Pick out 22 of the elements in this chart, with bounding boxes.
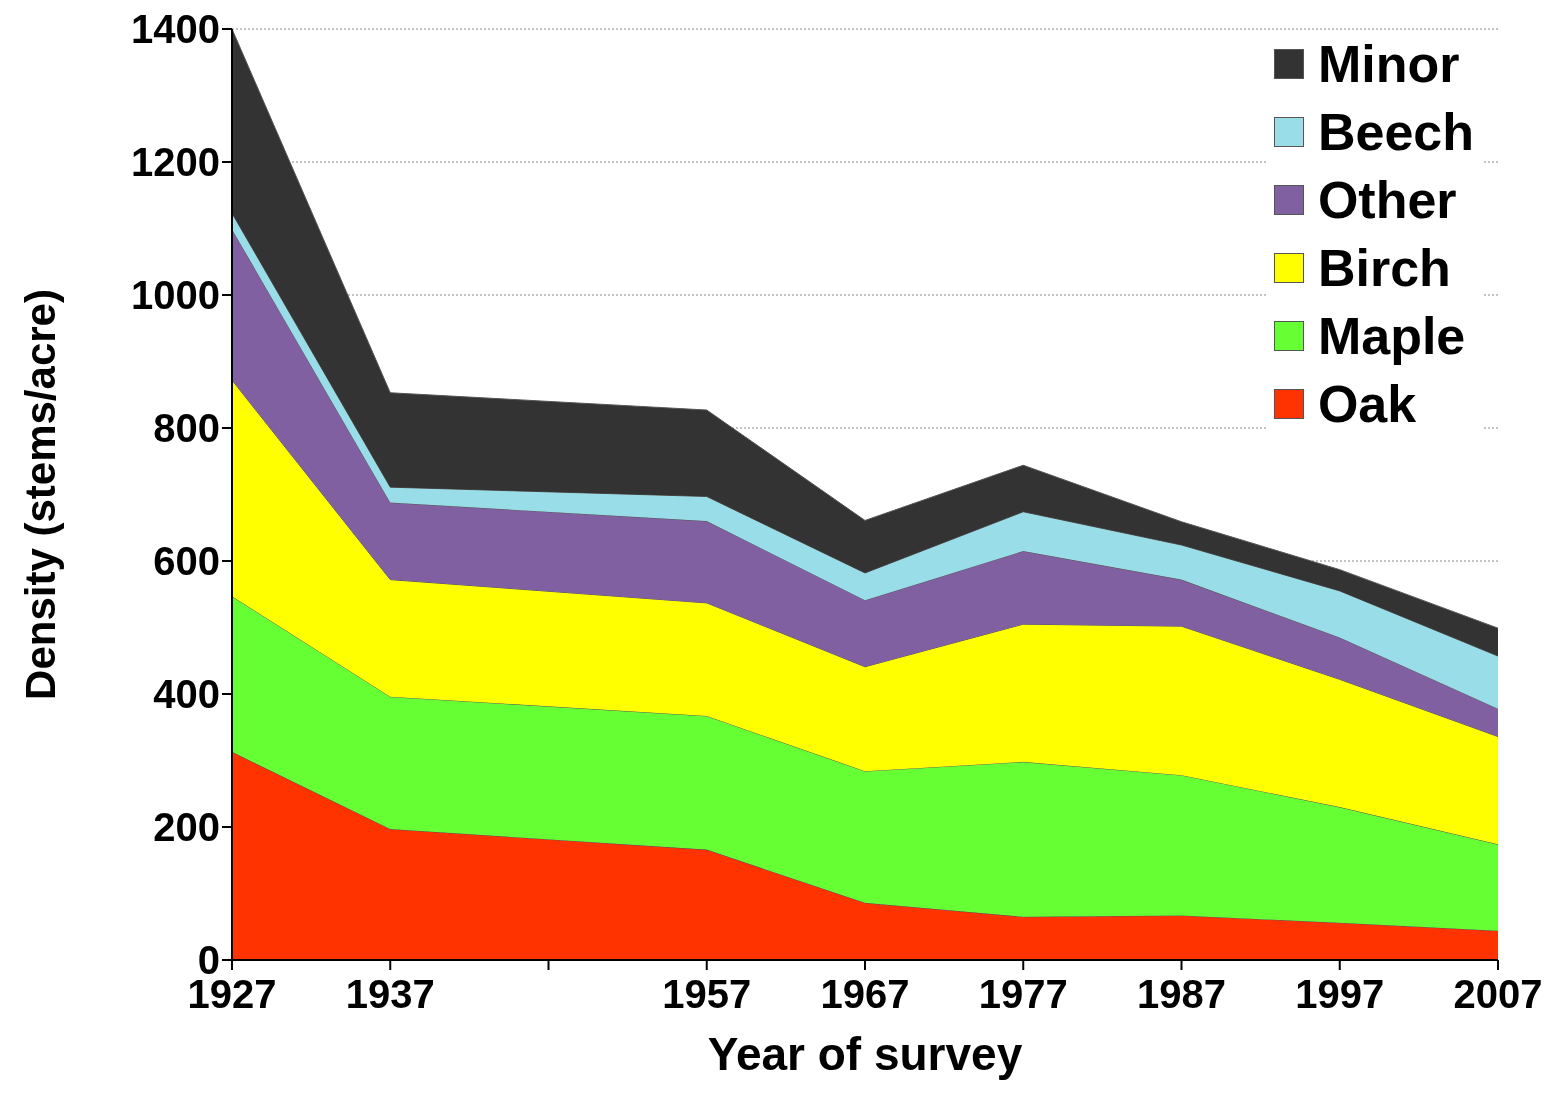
legend-label: Minor [1317,34,1460,95]
x-tick-label: 1957 [662,972,752,1017]
legend-label: Oak [1317,374,1417,435]
x-tick-label: 1967 [820,972,910,1017]
legend-label: Other [1317,170,1457,231]
y-tick-label: 600 [153,539,220,584]
x-tick-label: 2007 [1453,972,1543,1017]
y-axis-title: Density (stems/acre) [16,289,64,700]
y-tick-label: 200 [153,805,220,850]
legend-label: Maple [1317,306,1466,367]
x-tick-label: 1937 [345,972,435,1017]
x-tick-label: 1977 [978,972,1068,1017]
x-tick-label: 1997 [1295,972,1385,1017]
y-tick-label: 1200 [131,140,220,185]
legend-label: Beech [1317,102,1474,163]
legend-label: Birch [1317,238,1451,299]
y-tick-label: 400 [153,672,220,717]
y-tick-label: 1000 [131,273,220,318]
y-tick-label: 1400 [131,7,220,52]
y-tick-label: 800 [153,406,220,451]
x-axis-title: Year of survey [707,1028,1023,1080]
x-tick-label: 1987 [1137,972,1226,1017]
